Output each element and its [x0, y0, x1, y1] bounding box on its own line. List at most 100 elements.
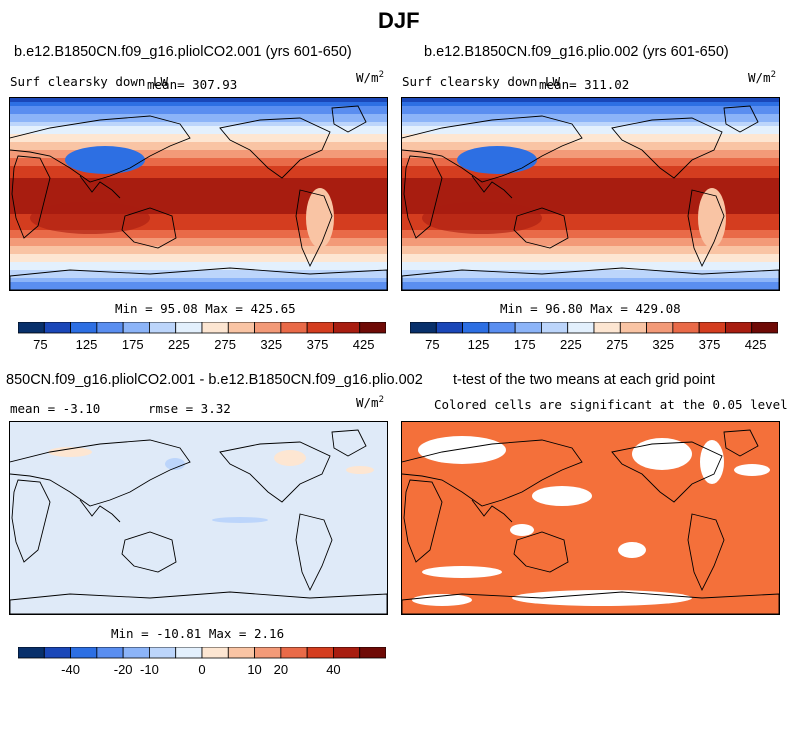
field-band	[402, 174, 779, 179]
panel-tl-case-title: b.e12.B1850CN.f09_g16.pliolCO2.001 (yrs …	[14, 44, 352, 60]
warm-pool	[422, 202, 542, 234]
colorbar-tick-label: 75	[425, 337, 439, 352]
colorbar-tick-label: 125	[468, 337, 490, 352]
field-band	[402, 110, 779, 115]
coastline	[402, 591, 779, 614]
colorbar-tick-label: 275	[214, 337, 236, 352]
diff-positive-region	[48, 447, 92, 457]
colorbar-box	[43, 322, 71, 334]
panel-br-heatmap	[402, 422, 779, 614]
field-band	[10, 286, 387, 290]
field-band	[10, 258, 387, 263]
colorbar-box	[435, 322, 463, 334]
coastline	[611, 441, 723, 503]
colorbar-box	[333, 647, 361, 659]
panel-br-map	[401, 421, 780, 615]
colorbar-box	[254, 647, 282, 659]
coastline	[10, 591, 387, 614]
colorbar-tick-label: 20	[274, 662, 288, 677]
field-band	[10, 142, 387, 147]
panel-tl-mean: mean= 307.93	[147, 77, 238, 92]
field-band	[10, 270, 387, 275]
field-band	[402, 142, 779, 147]
field-band	[10, 278, 387, 283]
field-band	[10, 190, 387, 195]
colorbar-box	[280, 647, 308, 659]
panel-tr-colorbar: 75 125 175 225 275 325 375 425	[410, 322, 778, 352]
colorbar-box	[514, 322, 542, 334]
colorbar-box	[201, 647, 229, 659]
field-band	[10, 210, 387, 215]
panel-tl-map	[9, 97, 388, 291]
field-band	[402, 254, 779, 259]
colorbar-box	[646, 322, 674, 334]
field-band	[402, 186, 779, 191]
colorbar-box	[122, 322, 150, 334]
coastline	[403, 155, 443, 239]
colorbar-box	[306, 647, 334, 659]
colorbar-tick-label: 0	[198, 662, 205, 677]
field-band	[402, 274, 779, 279]
field-band	[10, 118, 387, 123]
siberia-cold-anomaly	[457, 146, 537, 174]
colorbar-box	[254, 322, 282, 334]
non-significant-region	[510, 524, 534, 536]
colorbar-box	[462, 322, 490, 334]
field-band	[10, 218, 387, 223]
coastline	[79, 175, 121, 199]
warm-pool	[30, 202, 150, 234]
colorbar-tick-label: 325	[260, 337, 282, 352]
panel-bl-heatmap	[10, 422, 387, 614]
figure-title: DJF	[378, 8, 420, 33]
field-band	[402, 166, 779, 171]
field-band	[10, 114, 387, 119]
field-band	[402, 154, 779, 159]
field-band	[10, 254, 387, 259]
colorbar-tick-label: 10	[247, 662, 261, 677]
field-band	[10, 166, 387, 171]
non-significant-region	[618, 542, 646, 558]
field-band	[402, 122, 779, 127]
field-band	[402, 246, 779, 251]
panel-tr-units: W/m2	[748, 70, 776, 86]
colorbar-box	[488, 322, 516, 334]
colorbar-box	[541, 322, 569, 334]
panel-bl-colorbar: -40 -20 -10 0 10 20 40	[18, 647, 386, 677]
colorbar-box	[43, 647, 71, 659]
field-band	[10, 266, 387, 271]
diff-negative-region	[212, 517, 268, 523]
panel-tl-colorbar: 75 125 175 225 275 325 375 425	[18, 322, 386, 352]
panel-tr-map	[401, 97, 780, 291]
colorbar-tick-label: 225	[168, 337, 190, 352]
field-band	[10, 250, 387, 255]
non-significant-region	[632, 438, 692, 470]
colorbar-box	[227, 647, 255, 659]
panel-bl-map	[9, 421, 388, 615]
non-significant-region	[734, 464, 770, 476]
colorbar-box	[70, 322, 98, 334]
field-band	[402, 198, 779, 203]
colorbar-box	[306, 322, 334, 334]
field-band	[402, 194, 779, 199]
coastline	[687, 189, 725, 268]
field-band	[10, 102, 387, 107]
panel-bl-minmax: Min = -10.81 Max = 2.16	[111, 626, 285, 641]
colorbar-box	[333, 322, 361, 334]
field-band	[402, 126, 779, 131]
field-band	[402, 138, 779, 143]
field-band	[402, 190, 779, 195]
diff-positive-region	[274, 450, 306, 466]
field-band	[10, 246, 387, 251]
colorbar-box	[18, 322, 45, 334]
field-band	[10, 238, 387, 243]
non-significant-region	[422, 566, 502, 578]
field-band	[402, 282, 779, 287]
field-band	[402, 286, 779, 290]
coastline	[79, 499, 121, 523]
colorbar-tick-label: 40	[326, 662, 340, 677]
non-significant-region	[700, 440, 724, 484]
colorbar-tick-label: 425	[353, 337, 375, 352]
colorbar-box	[122, 647, 150, 659]
field-band	[10, 122, 387, 127]
colorbar-tick-label: 375	[699, 337, 721, 352]
